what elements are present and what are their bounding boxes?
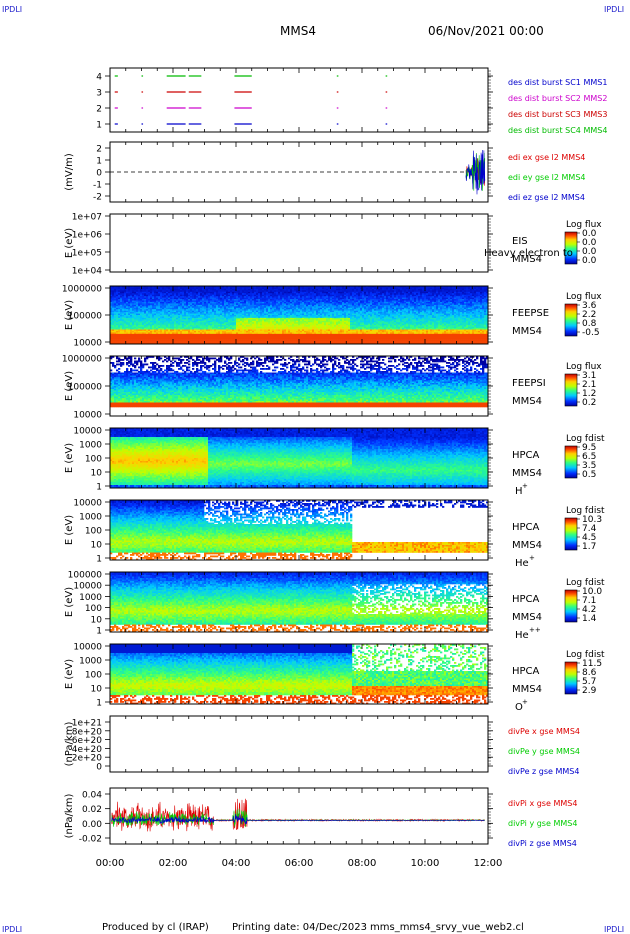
divpe-legend-2: divPe y gse MMS4: [508, 747, 580, 756]
divpi-ytick-label: 0.04: [82, 791, 102, 801]
edi-ytick-label: -2: [93, 193, 102, 203]
feeps_e-spectrogram: [110, 286, 488, 344]
edi-legend-2: edi ey gse l2 MMS4: [508, 173, 586, 182]
edi-ytick-label: 0: [96, 169, 102, 179]
divpi-legend-1: divPi x gse MMS4: [508, 799, 577, 808]
edi-ylabel: (mV/m): [64, 153, 75, 191]
burst-ytick-label: 2: [96, 105, 102, 115]
divpe-ylabel: (nPa/km): [64, 722, 75, 767]
eis-ytick-label: 1e+04: [72, 267, 103, 277]
burst-panel: 4 3 2 1 des dist burst SC1 MMS1 des dist burs…: [96, 68, 607, 135]
divpi-ytick-label: 0.00: [82, 820, 102, 830]
burst-legend-3: des dist burst SC3 MMS3: [508, 110, 607, 119]
burst-ytick-label: 4: [96, 73, 102, 83]
burst-legend-4: des dist burst SC4 MMS4: [508, 126, 607, 135]
edi-ytick-label: 2: [96, 145, 102, 155]
edi-ytick-label: 1: [96, 157, 102, 167]
corner-label-tl: IPDLI: [2, 5, 22, 14]
divpi-legend-2: divPi y gse MMS4: [508, 819, 577, 828]
burst-legend-1: des dist burst SC1 MMS1: [508, 78, 607, 87]
burst-ytick-label: 1: [96, 121, 102, 131]
divpi-ytick-label: -0.02: [79, 835, 102, 845]
header-date: 06/Nov/2021 00:00: [428, 24, 544, 38]
edi-ytick-label: -1: [93, 181, 102, 191]
header-spacecraft: MMS4: [280, 24, 316, 38]
divpe-frame: [110, 716, 488, 772]
burst-ytick-label: 3: [96, 89, 102, 99]
burst-frame: [110, 68, 488, 132]
divpi-ylabel: (nPa/km): [64, 794, 75, 839]
edi-panel: 2 1 0 -1 -2 (mV/m) edi ex gse l2 MMS4 edi ey gs…: [64, 142, 586, 203]
divpe-ytick-label: 0: [96, 763, 102, 773]
eis-frame: [110, 214, 488, 272]
divpi-series-1: [112, 799, 485, 832]
eis-ylabel: E (eV): [64, 228, 75, 258]
edi-legend-1: edi ex gse l2 MMS4: [508, 153, 585, 162]
divpe-legend-3: divPe z gse MMS4: [508, 767, 579, 776]
edi-legend-3: edi ez gse l2 MMS4: [508, 193, 585, 202]
corner-label-tr: IPDLI: [604, 5, 624, 14]
eis-colorbar-tick-label: 0.0: [582, 256, 597, 266]
divpi-ytick-label: 0.02: [82, 805, 102, 815]
eis-instrument-label: EIS: [512, 236, 528, 247]
eis-ytick-label: 1e+05: [72, 249, 102, 259]
divpi-panel: 0.04 0.02 0.00 -0.02 (nPa/km) divPi x gse MMS…: [64, 788, 577, 848]
eis-overlay-label: Heavy electron to: [484, 248, 573, 259]
panel-stack: 4 3 2 1 des dist burst SC1 MMS1 des dist burs…: [62, 68, 608, 848]
divpe-legend-1: divPe x gse MMS4: [508, 727, 580, 736]
eis-ytick-label: 1e+06: [72, 231, 103, 241]
eis-ytick-label: 1e+07: [72, 213, 102, 223]
divpi-legend-3: divPi z gse MMS4: [508, 839, 577, 848]
burst-legend-2: des dist burst SC2 MMS2: [508, 94, 607, 103]
